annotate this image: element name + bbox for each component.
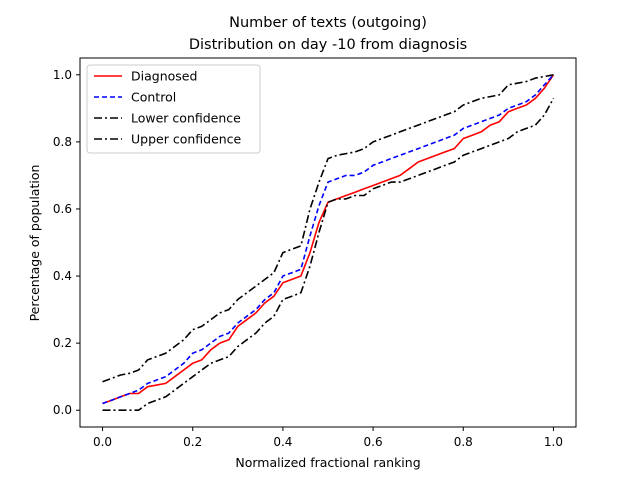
y-tick-label: 0.2 — [53, 336, 72, 350]
axes-frame — [79, 57, 577, 428]
y-tick-label: 0.0 — [53, 403, 72, 417]
legend-label-upper-confidence: Upper confidence — [131, 132, 242, 147]
series-line-upper-confidence — [102, 74, 554, 383]
plot-area: 0.0 0.2 0.4 0.6 0.8 1.0 0.0 0.2 0.4 0.6 0.8 1.0 — [53, 57, 577, 449]
series-line-control — [102, 74, 555, 405]
chart-title: Number of texts (outgoing) — [229, 15, 427, 31]
legend-items: Diagnosed Control Lower confidence Upper co… — [94, 69, 242, 147]
x-tick-label: 0.8 — [454, 435, 473, 449]
x-axis-label: Normalized fractional ranking — [235, 455, 420, 470]
y-tick-label: 0.8 — [53, 135, 72, 149]
y-tick-label: 0.6 — [53, 202, 72, 216]
x-tick-label: 0.4 — [273, 435, 292, 449]
x-tick-label: 0.2 — [183, 435, 202, 449]
legend-label-diagnosed: Diagnosed — [131, 69, 197, 84]
x-tick-label: 0.6 — [364, 435, 383, 449]
x-axis-ticks: 0.0 0.2 0.4 0.6 0.8 1.0 — [93, 427, 563, 449]
series-line-lower-confidence — [102, 97, 555, 412]
y-tick-label: 0.4 — [53, 269, 72, 283]
legend-label-lower-confidence: Lower confidence — [131, 111, 241, 126]
y-axis-ticks: 0.0 0.2 0.4 0.6 0.8 1.0 — [53, 68, 80, 417]
y-tick-label: 1.0 — [53, 68, 72, 82]
y-axis-label: Percentage of population — [27, 165, 42, 322]
legend-box — [86, 64, 261, 154]
series-line-diagnosed — [102, 74, 555, 405]
series-layer — [102, 74, 555, 412]
x-tick-label: 0.0 — [93, 435, 112, 449]
x-tick-label: 1.0 — [544, 435, 563, 449]
chart-subtitle: Distribution on day -10 from diagnosis — [189, 37, 467, 53]
legend: Diagnosed Control Lower confidence Upper co… — [86, 64, 261, 154]
legend-label-control: Control — [131, 90, 176, 105]
